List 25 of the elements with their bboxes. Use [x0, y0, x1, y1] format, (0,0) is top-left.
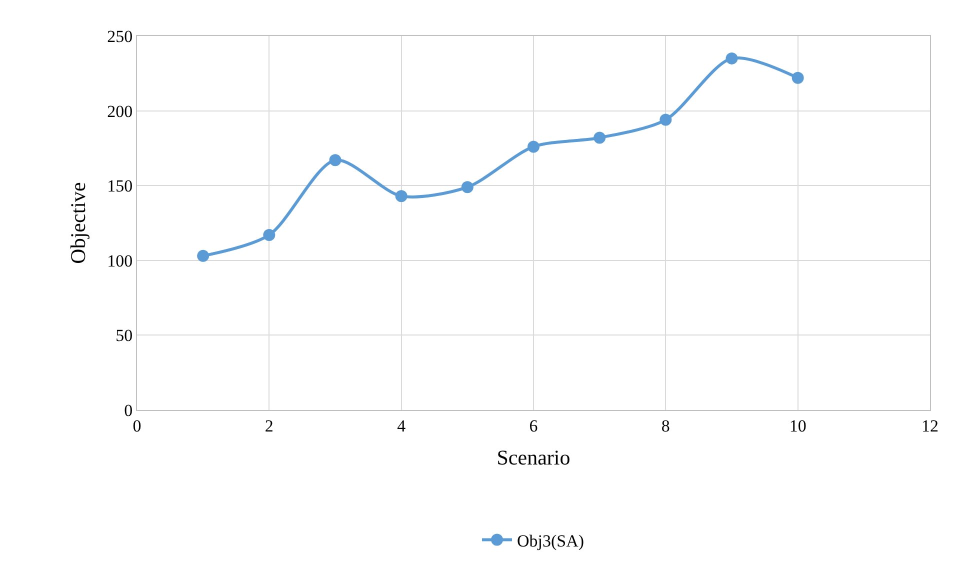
y-tick-label: 150 [107, 176, 133, 196]
y-tick-label: 0 [124, 400, 133, 420]
x-tick-label: 2 [264, 416, 274, 436]
x-tick-label: 10 [789, 416, 806, 436]
y-tick-label: 50 [116, 326, 133, 346]
point [726, 52, 738, 64]
x-tick-label: 4 [397, 416, 406, 436]
point [329, 154, 342, 166]
legend-label: Obj3(SA) [517, 531, 584, 550]
y-tick-label: 200 [107, 102, 133, 121]
y-axis-title: Objective [66, 182, 90, 264]
x-tick-label: 12 [922, 416, 938, 436]
point [197, 250, 210, 262]
x-tick-label: 8 [661, 416, 670, 436]
point [792, 72, 804, 84]
point [395, 190, 408, 202]
y-tick-label: 100 [107, 251, 133, 270]
x-tick-label: 6 [529, 416, 538, 436]
point [263, 228, 276, 241]
point [594, 132, 606, 144]
x-axis-title: Scenario [496, 446, 570, 470]
point [660, 114, 672, 126]
point [528, 140, 540, 153]
y-tick-label: 250 [107, 26, 133, 46]
point [461, 181, 474, 194]
